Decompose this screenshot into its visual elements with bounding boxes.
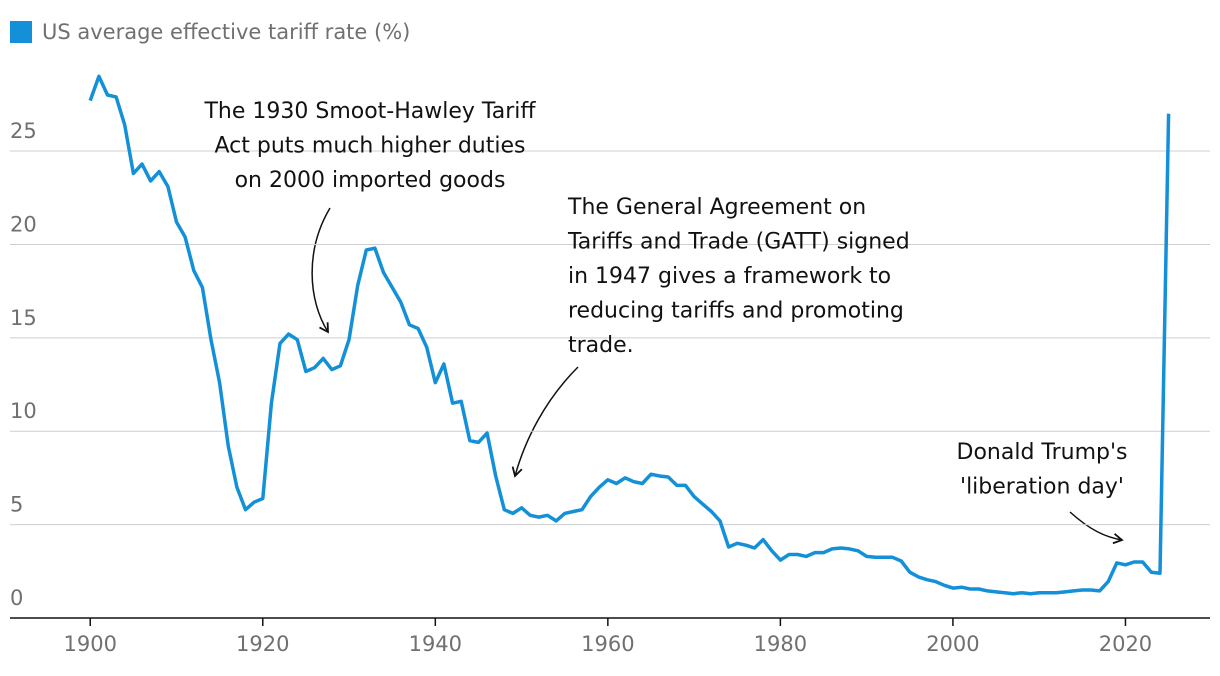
y-tick-label: 10: [10, 399, 37, 423]
y-tick-label: 15: [10, 306, 37, 330]
arrow: [511, 366, 579, 478]
series-line: [88, 74, 1171, 596]
arrow: [1069, 511, 1124, 545]
legend-swatch: [10, 21, 32, 43]
x-tick-label: 2000: [926, 632, 979, 656]
annotation: The General Agreement on: [567, 195, 866, 220]
x-tick-label: 1980: [754, 632, 807, 656]
legend-label: US average effective tariff rate (%): [42, 20, 410, 44]
x-tick-label: 1900: [64, 632, 117, 656]
annotation: trade.: [568, 333, 634, 358]
x-tick-label: 1960: [581, 632, 634, 656]
annotation-arrows: [311, 207, 1124, 545]
y-tick-label: 20: [10, 212, 37, 236]
annotation: reducing tariffs and promoting: [568, 299, 904, 324]
x-tick-label: 2020: [1099, 632, 1152, 656]
annotation: on 2000 imported goods: [235, 168, 506, 193]
annotation: Donald Trump's: [957, 440, 1128, 465]
annotation: The 1930 Smoot-Hawley Tariff: [203, 99, 536, 124]
arrow: [311, 207, 331, 334]
annotation: Tariffs and Trade (GATT) signed: [567, 230, 910, 255]
y-tick-label: 5: [10, 493, 23, 517]
y-tick-label: 25: [10, 119, 37, 143]
annotation: Act puts much higher duties: [215, 134, 526, 159]
annotation: 'liberation day': [960, 475, 1124, 500]
annotation: in 1947 gives a framework to: [568, 264, 891, 289]
x-tick-label: 1920: [236, 632, 289, 656]
x-tick-label: 1940: [409, 632, 462, 656]
y-tick-label: 0: [10, 586, 23, 610]
